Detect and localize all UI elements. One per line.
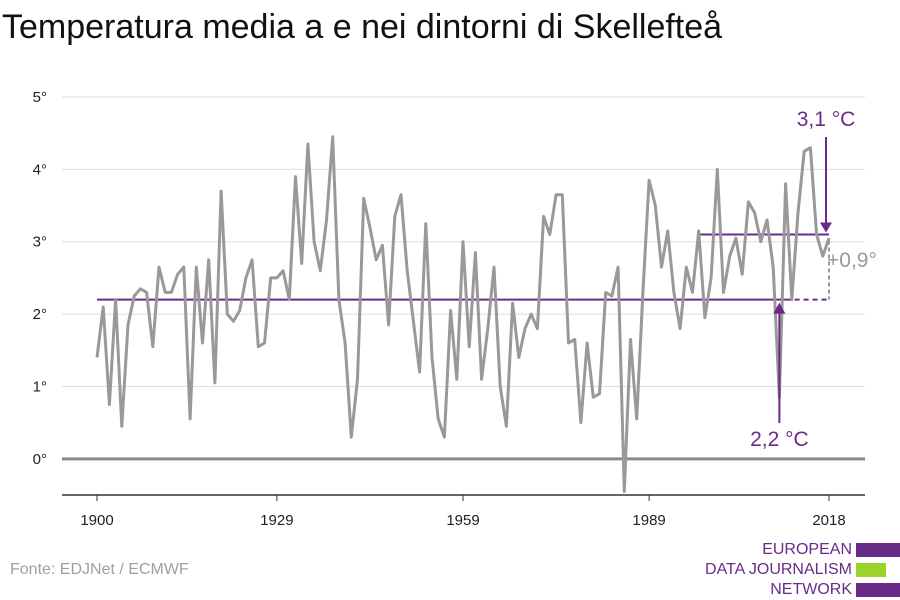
difference-label: +0,9°: [827, 249, 877, 272]
y-tick-label-4: 4°: [33, 161, 47, 178]
y-tick-label-1: 1°: [33, 378, 47, 395]
x-tick-label-1989: 1989: [632, 512, 665, 529]
y-tick-label-5: 5°: [33, 89, 47, 106]
x-tick-label-1900: 1900: [80, 512, 113, 529]
chart-title: Temperatura media a e nei dintorni di Sk…: [2, 8, 723, 46]
temperature-series-line: [95, 135, 831, 493]
source-note: Fonte: EDJNet / ECMWF: [10, 561, 189, 578]
recent-arrow-head: [820, 222, 832, 233]
x-tick-label-1929: 1929: [260, 512, 293, 529]
x-tick-label-1959: 1959: [446, 512, 479, 529]
y-tick-label-0: 0°: [33, 451, 47, 468]
baseline-arrow-head: [773, 302, 786, 314]
y-tick-label-3: 3°: [33, 234, 47, 251]
logo-line-3: NETWORK: [770, 581, 852, 598]
recent-value-label: 3,1 °C: [797, 108, 856, 131]
logo-line-2: DATA JOURNALISM: [705, 561, 852, 578]
x-axis: 1900 1929 1959 1989 2018: [62, 494, 865, 529]
grid-lines: [62, 96, 865, 461]
line-chart: 0° 1° 2° 3° 4° 5° 1900 1929 1959 1989 2018 3,1 °C…: [33, 89, 877, 529]
logo-bar-purple-top: [856, 543, 900, 557]
logo-bar-purple-bottom: [856, 583, 900, 597]
x-tick-label-2018: 2018: [812, 512, 845, 529]
annotations: 3,1 °C 2,2 °C +0,9°: [750, 108, 877, 451]
y-axis: 0° 1° 2° 3° 4° 5°: [33, 89, 47, 468]
y-tick-label-2: 2°: [33, 306, 47, 323]
logo-line-1: EUROPEAN: [762, 541, 852, 558]
edjnet-logo: EUROPEAN DATA JOURNALISM NETWORK: [700, 540, 900, 600]
logo-bar-green: [856, 563, 886, 577]
baseline-value-label: 2,2 °C: [750, 428, 809, 451]
